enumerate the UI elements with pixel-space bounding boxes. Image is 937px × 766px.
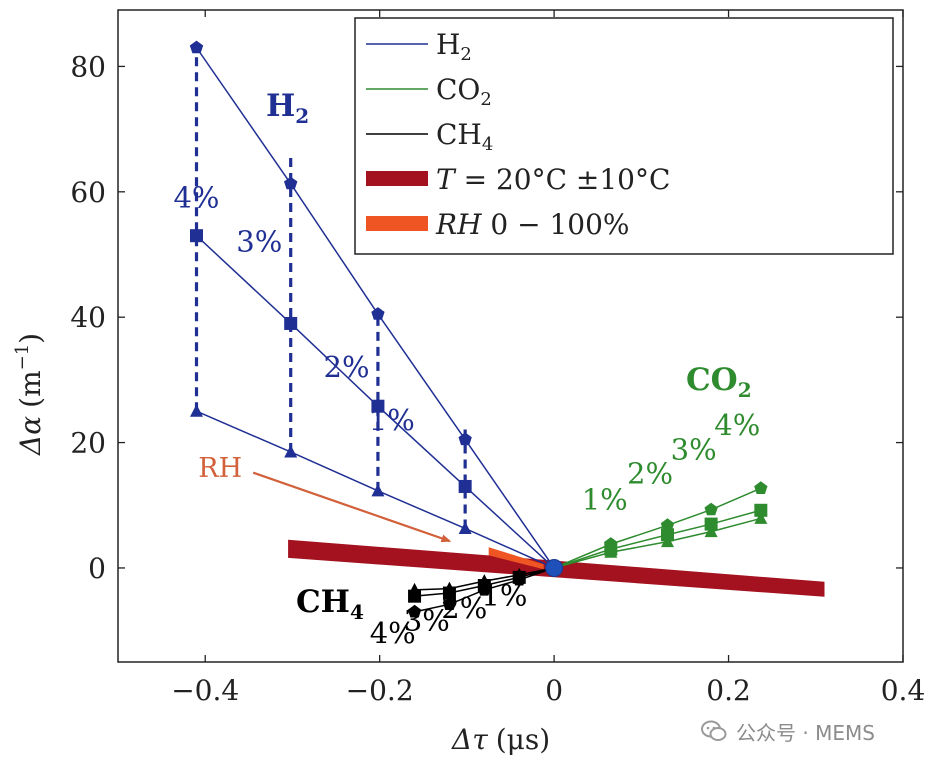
y-axis-unit: (m	[14, 370, 47, 407]
y-tick-label-4: 80	[70, 50, 106, 83]
legend-h2-label: H2	[436, 28, 472, 65]
series-0-percent-label-3: 1%	[369, 403, 415, 437]
series-1-line-2-point-1	[661, 534, 674, 548]
series-1-percent-label-3: 4%	[714, 408, 760, 442]
rh-arrow	[252, 471, 452, 543]
legend-h2-main: H	[436, 28, 460, 61]
ch4-series-label: CH4	[296, 584, 364, 624]
band-1	[488, 547, 544, 570]
legend-temp-rest: = 20°C ±10°C	[455, 163, 671, 196]
legend: H2 CO2 CH4 T = 20°C ±10°C RH 0 − 100%	[354, 17, 894, 255]
y-axis-exponent: −1	[12, 344, 33, 371]
legend-ch4-label: CH4	[436, 118, 493, 155]
x-tick-label-0: −0.4	[171, 674, 239, 707]
y-tick-label-0: 0	[88, 552, 106, 585]
series-0-line-1-point-1	[284, 316, 298, 330]
legend-ch4-sub: 4	[482, 134, 493, 155]
h2-series-label: H2	[266, 88, 309, 128]
series-1-line-2-point-0	[604, 545, 618, 558]
series-0-line-2-point-2	[371, 483, 385, 497]
series-2-percent-label-0: 4%	[370, 616, 416, 650]
series-0-line-2-point-3	[458, 521, 472, 534]
x-tick-label-4: 0.4	[881, 674, 926, 707]
plot-frame	[117, 9, 904, 663]
series-0-line-0-point-2	[371, 307, 385, 320]
legend-co2-label: CO2	[436, 73, 492, 110]
watermark-text: 公众号 · MEMS	[736, 720, 875, 745]
h2-series-label-sub: 2	[295, 104, 309, 128]
rh-annotation: RH	[198, 453, 242, 484]
y-axis-title: Δα (m−1)	[12, 333, 47, 456]
legend-rh-swatch	[366, 216, 428, 231]
series-1-line-0-point-2	[704, 502, 718, 516]
watermark: 公众号 · MEMS	[700, 714, 930, 748]
x-tick-label-3: 0.2	[706, 674, 751, 707]
series-0-line-1-point-0	[190, 229, 203, 243]
series-1-percent-label-1: 2%	[627, 456, 673, 490]
x-tick-label-1: −0.2	[346, 674, 414, 707]
series-1-line-2-point-2	[704, 524, 718, 538]
series-0-line-2-point-0	[190, 404, 203, 417]
series-1-line-2	[553, 517, 762, 569]
legend-ch4-main: CH	[436, 118, 482, 151]
series-1-line-0-point-1	[660, 518, 675, 531]
legend-box	[354, 17, 894, 255]
series-2-line-2-point-2	[477, 574, 491, 587]
markers-layer	[189, 40, 768, 618]
co2-series-label-main: CO	[686, 362, 738, 398]
series-2-line-2-point-0	[408, 582, 422, 596]
co2-series-label: CO2	[686, 362, 752, 402]
x-tick-label-2: 0	[545, 674, 563, 707]
series-2-percent-label-2: 2%	[441, 591, 487, 625]
h2-series-label-main: H	[266, 88, 295, 124]
x-axis-unit: (μs)	[496, 723, 550, 756]
y-axis-close: )	[14, 333, 47, 344]
series-1-line-1-point-3	[754, 503, 768, 517]
series-2-percent-label-3: 1%	[481, 579, 527, 613]
ch4-series-label-main: CH	[296, 584, 350, 620]
ch4-series-label-sub: 4	[350, 600, 364, 624]
series-0-line-0-point-0	[189, 40, 204, 54]
legend-temp-swatch	[366, 171, 428, 186]
x-axis-symbol: Δτ	[451, 723, 488, 756]
legend-co2-sub: 2	[480, 89, 491, 110]
y-axis-symbol: Δα	[14, 416, 47, 456]
series-0-line-2-point-1	[284, 444, 298, 458]
series-0-line-1-point-2	[371, 399, 385, 413]
series-2-line-0-point-0	[407, 604, 422, 618]
series-2-line-0-point-1	[442, 597, 457, 610]
co2-series-label-sub: 2	[738, 378, 752, 402]
series-0-line-1-point-3	[458, 479, 472, 493]
series-0-percent-label-2: 2%	[324, 350, 370, 384]
legend-rh-symbol: RH	[435, 208, 482, 241]
legend-rh-rest: 0 − 100%	[482, 208, 630, 241]
series-1-line-1-point-2	[704, 517, 718, 531]
series-2-percent-label-1: 3%	[404, 604, 450, 638]
series-2-line-2-point-3	[512, 567, 526, 581]
legend-temp-label: T = 20°C ±10°C	[436, 163, 670, 196]
series-1-line-2-point-3	[754, 511, 768, 524]
legend-rh-label: RH 0 − 100%	[435, 208, 630, 241]
y-tick-label-1: 20	[70, 427, 106, 460]
series-0-line-0-point-1	[284, 176, 298, 190]
series-0-line-0-point-3	[458, 432, 472, 446]
series-2-line-2-point-1	[442, 581, 456, 595]
legend-co2-main: CO	[436, 73, 480, 106]
x-axis-title: Δτ (μs)	[451, 723, 550, 756]
y-tick-label-2: 40	[70, 301, 106, 334]
series-1-line-0-point-3	[754, 481, 768, 494]
series-0-percent-label-1: 3%	[236, 224, 282, 258]
origin-point	[545, 558, 564, 577]
ticks-layer: −0.4 −0.2 0 0.2 0.4 0 20 40 60 80	[70, 10, 925, 707]
legend-temp-symbol: T	[436, 163, 457, 196]
labels-layer: 4%3%2%1%1%2%3%4%4%3%2%1%	[173, 180, 760, 650]
y-tick-label-3: 60	[70, 176, 106, 209]
legend-h2-sub: 2	[460, 44, 471, 65]
wechat-icon	[701, 720, 727, 741]
series-1-percent-label-2: 3%	[671, 433, 717, 467]
series-1-percent-label-0: 1%	[582, 483, 628, 517]
series-0-percent-label-0: 4%	[173, 180, 219, 214]
